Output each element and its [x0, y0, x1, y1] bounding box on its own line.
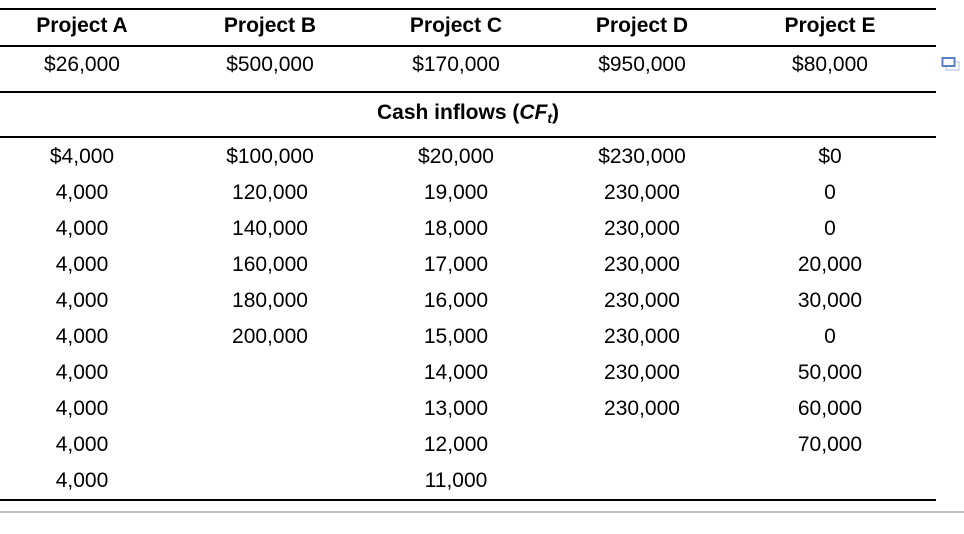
- cash-inflow-b: 180,000: [232, 289, 308, 312]
- table-row: 4,000 13,000 230,000 60,000: [0, 391, 936, 427]
- initial-investment-e: $80,000: [792, 53, 868, 76]
- initial-investment-d: $950,000: [598, 53, 686, 76]
- cash-inflow-c: 19,000: [423, 181, 489, 204]
- column-header-project-b: Project B: [223, 14, 317, 37]
- cash-inflow-a: 4,000: [55, 181, 109, 204]
- table-row: $4,000 $100,000 $20,000 $230,000 $0: [0, 139, 936, 175]
- cash-inflow-e: 30,000: [797, 289, 863, 312]
- cash-inflow-b: 140,000: [232, 217, 308, 240]
- section-title-subscript: t: [547, 110, 553, 126]
- table-row: 4,000 180,000 16,000 230,000 30,000: [0, 283, 936, 319]
- cash-inflow-e: 50,000: [797, 361, 863, 384]
- cash-inflow-d: 230,000: [604, 325, 680, 348]
- table-row: 4,000 120,000 19,000 230,000 0: [0, 175, 936, 211]
- content-divider: [0, 511, 964, 513]
- cash-inflow-e: 0: [824, 325, 836, 348]
- header-rule: [0, 45, 936, 47]
- cash-inflow-e: 0: [824, 217, 836, 240]
- section-title-prefix: Cash inflows (: [376, 101, 520, 124]
- table-row: 4,000 14,000 230,000 50,000: [0, 355, 936, 391]
- table-row: 4,000 200,000 15,000 230,000 0: [0, 319, 936, 355]
- cash-inflow-b: 160,000: [232, 253, 308, 276]
- column-header-project-d: Project D: [595, 14, 689, 37]
- section-rule-top: [0, 91, 936, 93]
- section-title-symbol: CF: [519, 101, 548, 124]
- initial-investment-a: $26,000: [44, 53, 120, 76]
- cash-inflow-c: 18,000: [423, 217, 489, 240]
- table-bottom-rule: [0, 499, 936, 501]
- cash-inflow-a: 4,000: [55, 217, 109, 240]
- section-title-suffix: ): [552, 101, 560, 124]
- cash-inflow-d: 230,000: [604, 361, 680, 384]
- cash-inflow-c: 12,000: [423, 433, 489, 456]
- cash-inflow-c: 17,000: [423, 253, 489, 276]
- cash-inflow-c: 13,000: [423, 397, 489, 420]
- table-row: 4,000 11,000: [0, 463, 936, 499]
- cash-inflow-d: 230,000: [604, 217, 680, 240]
- cash-inflow-a: 4,000: [55, 433, 109, 456]
- initial-investment-row: $26,000 $500,000 $170,000 $950,000 $80,0…: [0, 47, 936, 83]
- cash-inflow-e: 20,000: [797, 253, 863, 276]
- cash-inflow-c: $20,000: [418, 145, 494, 168]
- cash-inflow-d: 230,000: [604, 253, 680, 276]
- cash-inflow-a: 4,000: [55, 397, 109, 420]
- cash-inflow-a: 4,000: [55, 253, 109, 276]
- table-header-row: Project A Project B Project C Project D …: [0, 8, 936, 44]
- table-row: 4,000 160,000 17,000 230,000 20,000: [0, 247, 936, 283]
- cash-inflow-c: 14,000: [423, 361, 489, 384]
- cash-inflow-c: 15,000: [423, 325, 489, 348]
- table-row: 4,000 12,000 70,000: [0, 427, 936, 463]
- section-rule-bottom: [0, 136, 936, 138]
- cash-inflow-d: $230,000: [598, 145, 686, 168]
- cash-inflow-d: 230,000: [604, 181, 680, 204]
- initial-investment-b: $500,000: [226, 53, 314, 76]
- cash-inflow-c: 11,000: [424, 469, 488, 492]
- initial-investment-c: $170,000: [412, 53, 500, 76]
- cash-inflow-e: 0: [824, 181, 836, 204]
- cash-inflow-c: 16,000: [423, 289, 489, 312]
- cash-inflow-b: 120,000: [232, 181, 308, 204]
- copy-icon[interactable]: [941, 56, 961, 72]
- cash-inflow-b: $100,000: [226, 145, 314, 168]
- cash-inflow-a: 4,000: [55, 361, 109, 384]
- cash-inflow-d: 230,000: [604, 289, 680, 312]
- cash-inflow-b: 200,000: [232, 325, 308, 348]
- cash-inflow-e: $0: [818, 145, 842, 168]
- cash-inflow-d: 230,000: [604, 397, 680, 420]
- cash-inflow-e: 70,000: [797, 433, 863, 456]
- cash-inflow-a: 4,000: [55, 325, 109, 348]
- cash-inflow-a: 4,000: [55, 289, 109, 312]
- table-top-rule: [0, 8, 936, 10]
- column-header-project-a: Project A: [36, 14, 128, 37]
- column-header-project-e: Project E: [784, 14, 876, 37]
- cash-inflow-e: 60,000: [797, 397, 863, 420]
- cash-inflow-a: $4,000: [49, 145, 115, 168]
- cash-inflows-section-title: Cash inflows (CFt): [0, 95, 936, 131]
- cash-inflow-a: 4,000: [55, 469, 109, 492]
- table-row: 4,000 140,000 18,000 230,000 0: [0, 211, 936, 247]
- column-header-project-c: Project C: [409, 14, 503, 37]
